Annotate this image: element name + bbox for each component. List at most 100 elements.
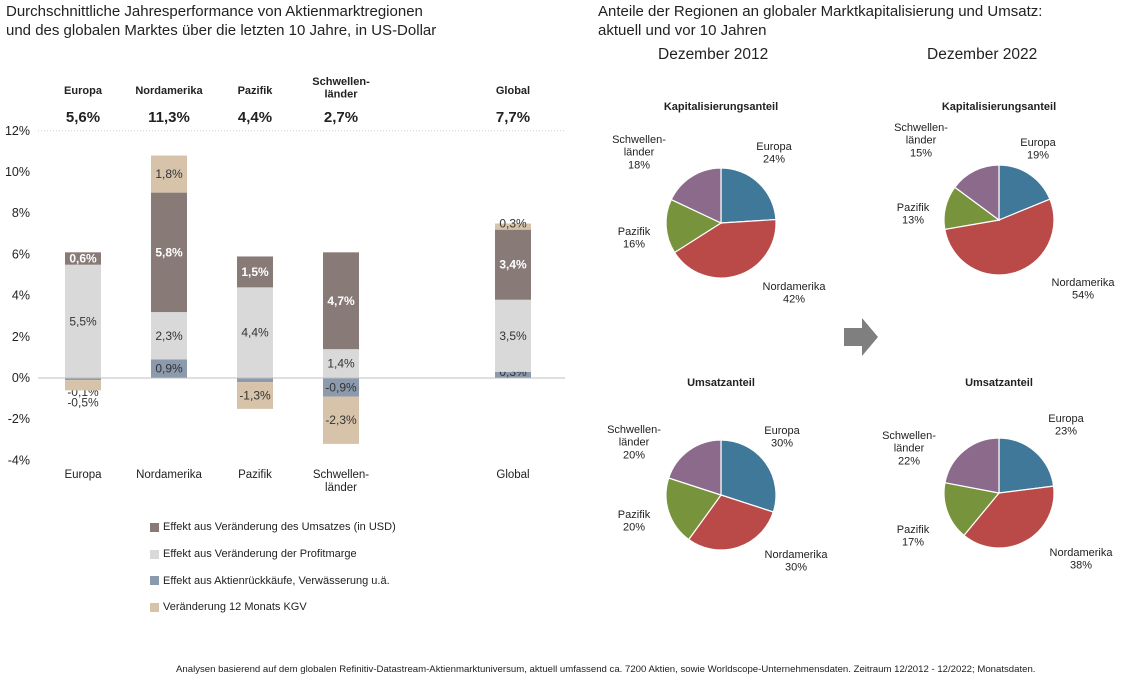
pie-kapitalisierungsanteil-2012-label-nordamerika: Nordamerika 42% [763, 281, 827, 306]
pie-umsatzanteil-2022-slice-nordamerika [963, 485, 1055, 549]
bar-chart-title: Durchschnittliche Jahresperformance von … [6, 2, 436, 40]
bar-pazifik-umsatz [237, 256, 273, 288]
legend-swatch-profitmarge [150, 549, 159, 559]
y-tick-label: -2% [8, 412, 30, 426]
pie-umsatzanteil-2012-title: Umsatzanteil [687, 377, 755, 389]
pie-umsatzanteil-2022-title: Umsatzanteil [965, 377, 1033, 389]
pie-umsatzanteil-2022-slice-schwellen [944, 437, 1000, 494]
legend-label-umsatz: Effekt aus Veränderung des Umsatzes (in … [163, 521, 396, 534]
bar-nordamerika-rueckkaeufe [151, 359, 187, 378]
y-tick-label: 10% [5, 165, 30, 179]
column-total-global: 7,7% [496, 109, 530, 126]
legend-label-rueckkaeufe: Effekt aus Aktienrückkäufe, Verwässerung… [163, 574, 390, 587]
bar-nordamerika-profitmarge [151, 312, 187, 360]
bar-label-nordamerika-rueckkaeufe: 0,9% [155, 362, 183, 376]
legend-item-umsatz: Effekt aus Veränderung des Umsatzes (in … [150, 514, 396, 541]
bar-pazifik-kgv [237, 382, 273, 409]
bar-label-schwellen-länder-umsatz: 4,7% [327, 294, 355, 308]
pie-umsatzanteil-2012-slice-europa [720, 439, 777, 513]
pie-umsatzanteil-2022-label-europa: Europa 23% [1048, 413, 1084, 438]
pie-umsatzanteil-2012-label-schwellen: Schwellen-länder 20% [607, 424, 661, 461]
bar-global-kgv [495, 223, 531, 230]
pie-kapitalisierungsanteil-2012-slice-europa [720, 167, 777, 224]
y-tick-label: -4% [8, 453, 30, 467]
bar-global-profitmarge [495, 299, 531, 372]
pie-umsatzanteil-2012-label-pazifik: Pazifik 20% [618, 509, 651, 534]
column-header-schwellen-länder: Schwellen-länder [312, 76, 370, 101]
bar-nordamerika-kgv [151, 155, 187, 193]
bar-label-nordamerika-kgv: 1,8% [155, 167, 183, 181]
column-header-pazifik: Pazifik [238, 85, 274, 97]
pie-kapitalisierungsanteil-2012-title: Kapitalisierungsanteil [664, 101, 778, 113]
footnote: Analysen basierend auf dem globalen Refi… [176, 664, 1036, 675]
column-total-nordamerika: 11,3% [148, 109, 190, 126]
bar-label-europa-profitmarge: 5,5% [69, 314, 97, 328]
bar-pazifik-profitmarge [237, 287, 273, 378]
period-header-2022: Dezember 2022 [927, 46, 1038, 63]
bar-label-schwellen-länder-kgv: -2,3% [325, 413, 357, 427]
bar-chart-legend: Effekt aus Veränderung des Umsatzes (in … [150, 514, 396, 621]
pie-charts-title-line-1: Anteile der Regionen an globaler Marktka… [598, 3, 1043, 20]
pie-umsatzanteil-2022-label-pazifik: Pazifik 17% [897, 524, 930, 549]
bar-europa-profitmarge [65, 264, 101, 378]
legend-label-kgv: Veränderung 12 Monats KGV [163, 601, 307, 614]
bar-label-schwellen-länder-rueckkaeufe: -0,9% [325, 380, 357, 394]
arrow-icon [844, 318, 878, 356]
pie-umsatzanteil-2022-label-nordamerika: Nordamerika 38% [1050, 547, 1114, 572]
bar-schwellen-länder-rueckkaeufe [323, 378, 359, 397]
x-axis-label-pazifik: Pazifik [238, 469, 272, 481]
pie-kapitalisierungsanteil-2012-label-europa: Europa 24% [756, 141, 792, 166]
pie-kapitalisierungsanteil-2022-label-nordamerika: Nordamerika 54% [1052, 277, 1116, 302]
pie-charts-title: Anteile der Regionen an globaler Marktka… [598, 2, 1042, 40]
y-tick-label: 2% [12, 330, 30, 344]
bar-label-pazifik-umsatz: 1,5% [241, 265, 269, 279]
pie-umsatzanteil-2012-label-nordamerika: Nordamerika 30% [765, 549, 829, 574]
pie-kapitalisierungsanteil-2022-slice-schwellen [953, 164, 1000, 222]
legend-item-profitmarge: Effekt aus Veränderung der Profitmarge [150, 541, 396, 568]
pie-kapitalisierungsanteil-2022-slice-nordamerika [944, 198, 1055, 276]
y-tick-label: 4% [12, 289, 30, 303]
pie-charts: Kapitalisierungsanteil Europa 24% Nordameri… [607, 101, 1116, 574]
legend-swatch-kgv [150, 602, 159, 612]
bar-label-schwellen-länder-profitmarge: 1,4% [327, 357, 355, 371]
bar-europa-umsatz [65, 252, 101, 265]
pie-kapitalisierungsanteil-2022-slice-europa [998, 164, 1051, 221]
pie-kapitalisierungsanteil-2012-slice-schwellen [670, 167, 722, 224]
bar-nordamerika-umsatz [151, 192, 187, 313]
pie-umsatzanteil-2022-label-schwellen: Schwellen-länder 22% [882, 430, 936, 467]
bar-chart-title-line-2: und des globalen Marktes über die letzte… [6, 22, 437, 39]
bar-schwellen-länder-umsatz [323, 252, 359, 350]
legend-item-kgv: Veränderung 12 Monats KGV [150, 594, 396, 621]
column-total-europa: 5,6% [66, 109, 100, 126]
pie-kapitalisierungsanteil-2012-slice-nordamerika [673, 218, 777, 279]
bar-label-global-profitmarge: 3,5% [499, 329, 527, 343]
y-tick-label: 6% [12, 247, 30, 261]
x-axis-label-nordamerika: Nordamerika [136, 469, 202, 481]
pie-kapitalisierungsanteil-2012-slice-pazifik [665, 198, 723, 254]
pie-kapitalisierungsanteil-2012-label-schwellen: Schwellen-länder 18% [612, 134, 666, 171]
period-header-2012: Dezember 2012 [658, 46, 769, 63]
pie-kapitalisierungsanteil-2022-label-pazifik: Pazifik 13% [897, 202, 930, 227]
pie-umsatzanteil-2022-slice-europa [998, 437, 1055, 494]
pie-kapitalisierungsanteil-2012-label-pazifik: Pazifik 16% [618, 226, 651, 251]
bar-label-nordamerika-umsatz: 5,8% [155, 245, 183, 259]
column-header-europa: Europa [64, 85, 103, 97]
bar-europa-kgv [65, 380, 101, 391]
bar-label-europa-umsatz: 0,6% [69, 252, 97, 266]
y-tick-label: 0% [12, 371, 30, 385]
bar-schwellen-länder-profitmarge [323, 349, 359, 378]
pie-umsatzanteil-2012-slice-nordamerika [687, 494, 775, 551]
pie-umsatzanteil-2012-slice-schwellen [667, 439, 722, 496]
stacked-bar-chart: -4% -2% 0% 2% 4% 6% 8% 10% 12% Europa 5,6% Nordamer… [5, 76, 565, 494]
pie-charts-title-line-2: aktuell und vor 10 Jahren [598, 22, 767, 39]
pie-umsatzanteil-2012-slice-pazifik [665, 477, 722, 541]
bar-schwellen-länder-kgv [323, 396, 359, 444]
column-total-schwellen-länder: 2,7% [324, 109, 358, 126]
bar-europa-rueckkaeufe [65, 378, 101, 381]
bar-chart-title-line-1: Durchschnittliche Jahresperformance von … [6, 3, 423, 20]
legend-swatch-umsatz [150, 522, 159, 532]
bar-label-nordamerika-profitmarge: 2,3% [155, 329, 183, 343]
bar-label-europa-kgv: -0,5% [67, 395, 99, 409]
column-header-global: Global [496, 85, 530, 97]
bar-global-umsatz [495, 229, 531, 300]
